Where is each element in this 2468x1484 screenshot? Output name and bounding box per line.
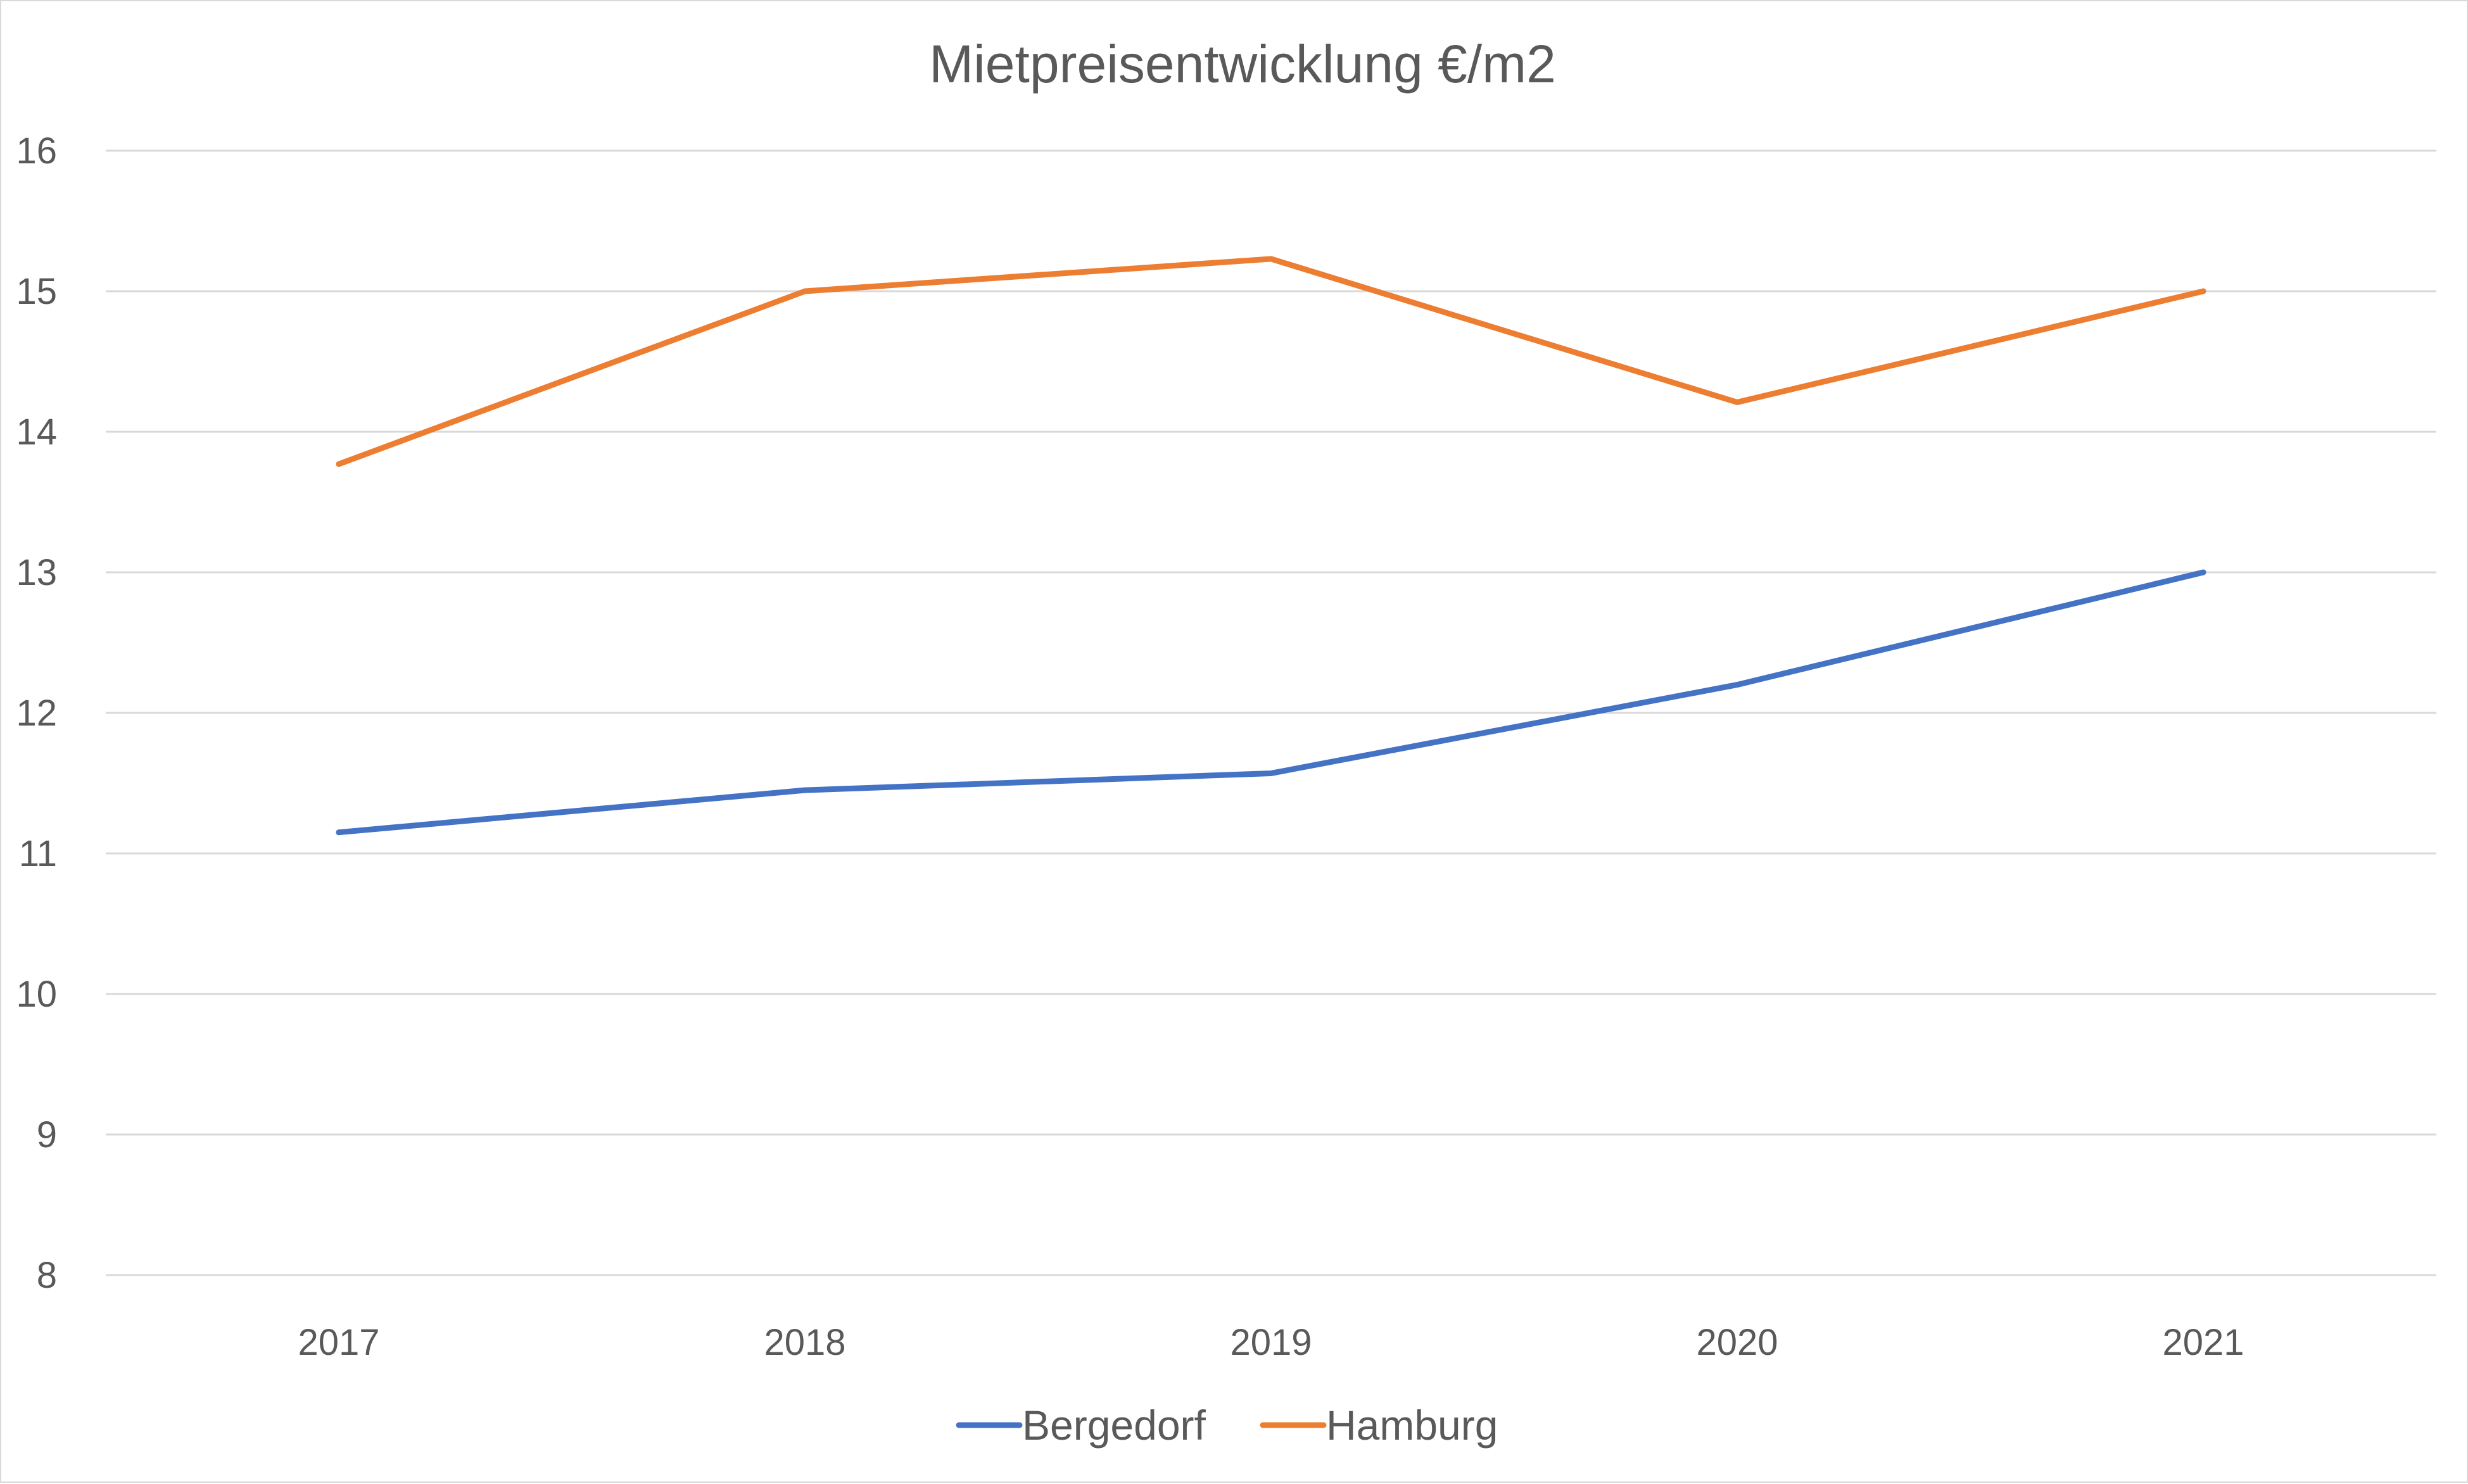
- gridlines: [106, 149, 2436, 1276]
- x-tick-label: 2020: [1696, 1322, 1778, 1363]
- data-point-hamburg: [2200, 288, 2206, 294]
- x-tick-label: 2019: [1230, 1322, 1312, 1363]
- data-point-bergedorf: [1734, 682, 1740, 688]
- y-tick-label: 12: [16, 693, 57, 734]
- y-axis-tick-labels: 8 9 10 11 12 13 14 15 16: [16, 130, 57, 1296]
- data-point-bergedorf: [2200, 569, 2206, 575]
- legend-label-bergedorf: Bergedorf: [1022, 1402, 1206, 1449]
- y-tick-label: 15: [16, 271, 57, 312]
- series-lines: [336, 256, 2206, 836]
- series-line-hamburg: [336, 256, 2206, 467]
- data-point-hamburg: [802, 288, 808, 294]
- y-tick-label: 16: [16, 130, 57, 172]
- legend-label-hamburg: Hamburg: [1326, 1402, 1498, 1449]
- y-tick-label: 8: [37, 1255, 57, 1296]
- x-tick-label: 2018: [764, 1322, 845, 1363]
- y-tick-label: 9: [37, 1114, 57, 1155]
- data-point-bergedorf: [336, 829, 342, 836]
- data-point-bergedorf: [1268, 770, 1274, 776]
- legend: Bergedorf Hamburg: [956, 1402, 1498, 1449]
- y-tick-label: 10: [16, 974, 57, 1015]
- data-point-hamburg: [1268, 256, 1274, 262]
- y-tick-label: 14: [16, 412, 57, 453]
- x-tick-label: 2021: [2162, 1322, 2244, 1363]
- data-point-hamburg: [336, 461, 342, 467]
- series-line-bergedorf: [336, 569, 2206, 836]
- x-tick-label: 2017: [298, 1322, 379, 1363]
- y-tick-label: 11: [19, 833, 57, 874]
- y-tick-label: 13: [16, 552, 57, 593]
- data-point-hamburg: [1734, 399, 1740, 405]
- data-point-bergedorf: [802, 787, 808, 793]
- x-axis-tick-labels: 2017 2018 2019 2020 2021: [298, 1322, 2244, 1363]
- chart-title: Mietpreisentwicklung €/m2: [929, 34, 1556, 94]
